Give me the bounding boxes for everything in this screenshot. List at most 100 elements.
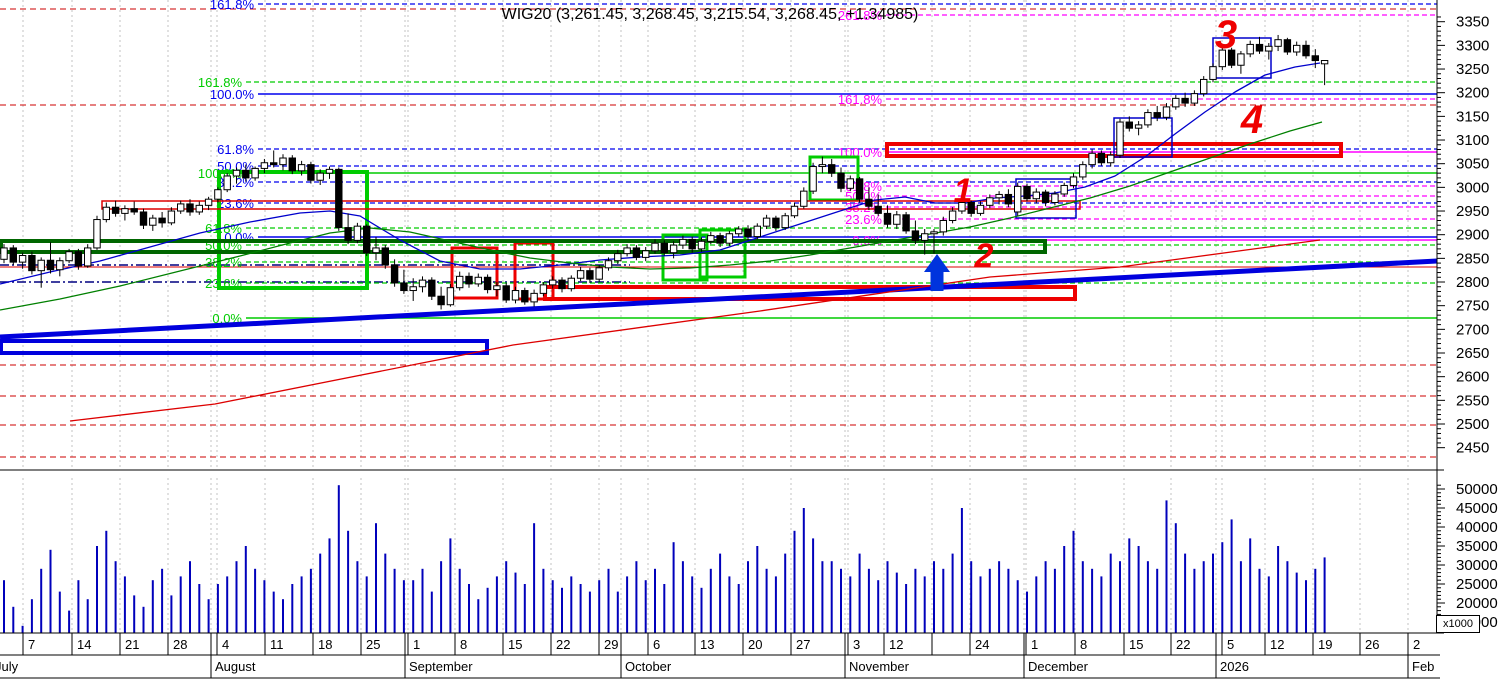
volume-bar bbox=[774, 576, 777, 633]
volume-bar bbox=[561, 587, 563, 633]
volume-bar bbox=[942, 568, 945, 633]
week-date-label: 19 bbox=[1318, 637, 1332, 652]
volume-bar bbox=[179, 576, 182, 633]
price-axis-label: 2650 bbox=[1456, 345, 1489, 362]
candle-body bbox=[679, 238, 687, 246]
candle-body bbox=[167, 210, 176, 224]
volume-bar bbox=[1119, 561, 1121, 633]
volume-bar bbox=[1212, 553, 1214, 633]
candle-body bbox=[1004, 193, 1013, 205]
pattern-box-red-sep-a bbox=[450, 246, 499, 300]
price-axis-label: 2600 bbox=[1456, 369, 1489, 386]
volume-bar bbox=[849, 576, 852, 633]
volume-bar bbox=[895, 572, 898, 633]
volume-bar bbox=[430, 591, 433, 633]
up-arrow-annotation bbox=[924, 254, 950, 291]
horizontal-lines-layer bbox=[0, 8, 1437, 458]
volume-bar bbox=[133, 595, 136, 633]
candle-body bbox=[1265, 45, 1273, 52]
week-date-label: 12 bbox=[889, 637, 903, 652]
candle-body bbox=[28, 255, 36, 272]
volume-bar bbox=[30, 599, 33, 633]
fib-green-label: 161.8% bbox=[198, 75, 243, 90]
volume-bar bbox=[263, 580, 266, 633]
week-date-label: 13 bbox=[700, 637, 714, 652]
volume-bar bbox=[309, 568, 312, 633]
price-axis-label: 2900 bbox=[1456, 227, 1489, 244]
candles-layer bbox=[0, 34, 1329, 310]
candle-body bbox=[37, 259, 45, 272]
volume-bar bbox=[282, 599, 284, 633]
week-date-label: 21 bbox=[125, 637, 139, 652]
candle-body bbox=[586, 270, 594, 280]
volume-bar bbox=[170, 595, 173, 633]
candle-body bbox=[1311, 55, 1319, 62]
candle-body bbox=[967, 202, 975, 214]
volume-bar bbox=[681, 561, 684, 633]
volume-bar bbox=[1295, 572, 1298, 633]
volume-layer bbox=[3, 485, 1326, 633]
volume-bar bbox=[960, 508, 963, 633]
fib-blue: 161.8%100.0%61.8%50.0%38.2%23.6%0.0% bbox=[210, 0, 1437, 245]
week-date-label: 6 bbox=[653, 637, 660, 652]
candle-body bbox=[1246, 43, 1254, 55]
candle-body bbox=[1088, 152, 1096, 166]
volume-bar bbox=[1230, 519, 1233, 633]
candle-body bbox=[707, 235, 715, 242]
volume-bar bbox=[672, 542, 675, 633]
candle-body bbox=[902, 214, 910, 232]
price-axis-label: 2750 bbox=[1456, 298, 1489, 315]
volume-bar bbox=[1100, 576, 1103, 633]
week-date-label: 27 bbox=[796, 637, 810, 652]
volume-bar bbox=[1137, 546, 1140, 633]
fib-blue-label: 23.6% bbox=[217, 196, 254, 211]
candle-body bbox=[800, 190, 808, 207]
candle-body bbox=[697, 240, 706, 250]
candle-body bbox=[1255, 43, 1264, 52]
volume-bar bbox=[486, 587, 489, 633]
volume-bar bbox=[877, 580, 880, 633]
week-date-label: 1 bbox=[413, 637, 420, 652]
week-date-label: 3 bbox=[853, 637, 860, 652]
volume-bar bbox=[1035, 576, 1038, 633]
consolidation-box-blue-dec bbox=[1113, 117, 1173, 158]
candle-body bbox=[56, 260, 64, 271]
volume-multiplier-label: x1000 bbox=[1436, 615, 1480, 633]
price-axis-label: 2850 bbox=[1456, 250, 1489, 267]
volume-bar bbox=[161, 568, 164, 633]
candle-body bbox=[623, 247, 631, 255]
month-label: October bbox=[625, 659, 672, 674]
volume-bar bbox=[300, 576, 303, 633]
candle-body bbox=[428, 279, 436, 297]
daily-ticks-layer bbox=[3, 627, 1326, 633]
candle-body bbox=[809, 166, 817, 192]
candle-body bbox=[1097, 152, 1106, 164]
week-date-label: 25 bbox=[366, 637, 380, 652]
volume-bar bbox=[700, 587, 703, 633]
candle-body bbox=[716, 235, 724, 244]
week-date-label: 7 bbox=[28, 637, 35, 652]
range-band-red-thin bbox=[101, 200, 1081, 210]
candle-body bbox=[855, 178, 864, 200]
candle-body bbox=[549, 279, 557, 286]
volume-bar bbox=[1128, 538, 1131, 633]
candle-body bbox=[18, 255, 27, 263]
volume-bar bbox=[402, 580, 405, 633]
volume-axis-label: 45000 bbox=[1456, 500, 1498, 517]
candle-body bbox=[1069, 176, 1078, 186]
volume-bar bbox=[114, 561, 117, 633]
candle-body bbox=[1051, 193, 1059, 204]
candle-body bbox=[1060, 184, 1068, 195]
candle-body bbox=[1153, 112, 1161, 118]
week-date-label: 14 bbox=[77, 637, 91, 652]
candle-body bbox=[288, 157, 297, 172]
fib-blue-label: 61.8% bbox=[217, 142, 254, 157]
candle-body bbox=[307, 164, 315, 181]
volume-bar bbox=[737, 584, 740, 633]
fib-blue-label: 161.8% bbox=[210, 0, 255, 12]
week-date-label: 8 bbox=[460, 637, 467, 652]
month-label: July bbox=[0, 659, 19, 674]
candle-body bbox=[0, 247, 8, 260]
candle-body bbox=[270, 162, 278, 166]
